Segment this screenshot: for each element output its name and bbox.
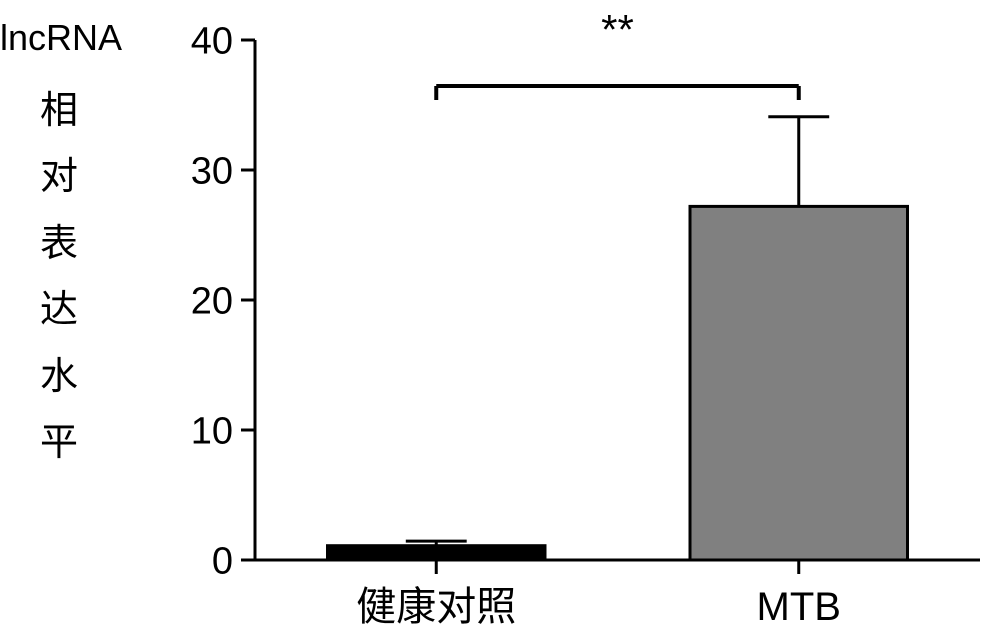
bar-chart-svg: 0 10 20 30 40 健康对照 MTB ** bbox=[160, 0, 1000, 631]
y-tick-label: 20 bbox=[191, 280, 233, 322]
bar bbox=[690, 206, 908, 560]
y-axis-label-latin: lncRNA bbox=[0, 10, 150, 66]
y-axis-label: lncRNA 相对表达水平 bbox=[0, 10, 150, 477]
y-tick-label: 0 bbox=[212, 540, 233, 582]
chart-container: lncRNA 相对表达水平 0 10 20 30 40 健康对照 MTB ** bbox=[0, 0, 1000, 631]
x-category-label: MTB bbox=[757, 585, 841, 629]
plot-area: 0 10 20 30 40 健康对照 MTB ** bbox=[160, 0, 1000, 631]
x-category-label: 健康对照 bbox=[356, 585, 516, 629]
y-axis-label-cn: 相对表达水平 bbox=[40, 78, 78, 477]
significance-label: ** bbox=[601, 6, 634, 53]
bar bbox=[328, 546, 546, 560]
y-tick-label: 30 bbox=[191, 150, 233, 192]
y-tick-label: 40 bbox=[191, 20, 233, 62]
y-tick-label: 10 bbox=[191, 410, 233, 452]
